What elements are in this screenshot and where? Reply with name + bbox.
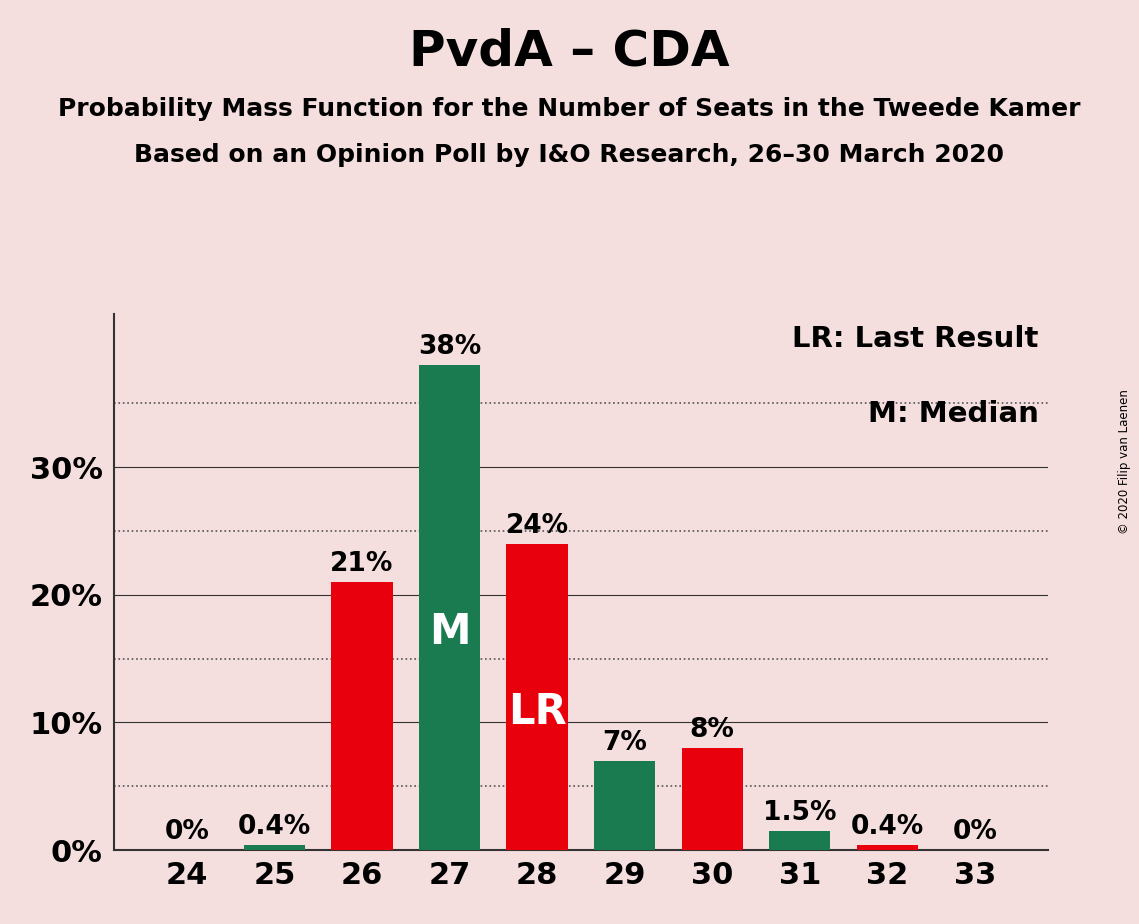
Text: M: Median: M: Median [868, 400, 1039, 428]
Text: 8%: 8% [690, 717, 735, 743]
Text: 7%: 7% [603, 730, 647, 756]
Bar [857, 845, 918, 850]
Bar [419, 365, 481, 850]
Text: 0.4%: 0.4% [851, 814, 924, 840]
Bar [507, 544, 567, 850]
Text: M: M [429, 611, 470, 653]
Text: © 2020 Filip van Laenen: © 2020 Filip van Laenen [1117, 390, 1131, 534]
Text: PvdA – CDA: PvdA – CDA [409, 28, 730, 76]
Text: 0.4%: 0.4% [238, 814, 311, 840]
Bar [681, 748, 743, 850]
Text: 0%: 0% [952, 819, 998, 845]
Text: 1.5%: 1.5% [763, 800, 836, 826]
Bar [595, 760, 655, 850]
Text: 38%: 38% [418, 334, 481, 360]
Text: 24%: 24% [506, 513, 568, 539]
Text: LR: Last Result: LR: Last Result [792, 325, 1039, 353]
Text: 0%: 0% [164, 819, 210, 845]
Text: 21%: 21% [330, 551, 394, 577]
Text: Probability Mass Function for the Number of Seats in the Tweede Kamer: Probability Mass Function for the Number… [58, 97, 1081, 121]
Text: LR: LR [508, 691, 566, 734]
Text: Based on an Opinion Poll by I&O Research, 26–30 March 2020: Based on an Opinion Poll by I&O Research… [134, 143, 1005, 167]
Bar [244, 845, 305, 850]
Bar [331, 582, 393, 850]
Bar [769, 831, 830, 850]
